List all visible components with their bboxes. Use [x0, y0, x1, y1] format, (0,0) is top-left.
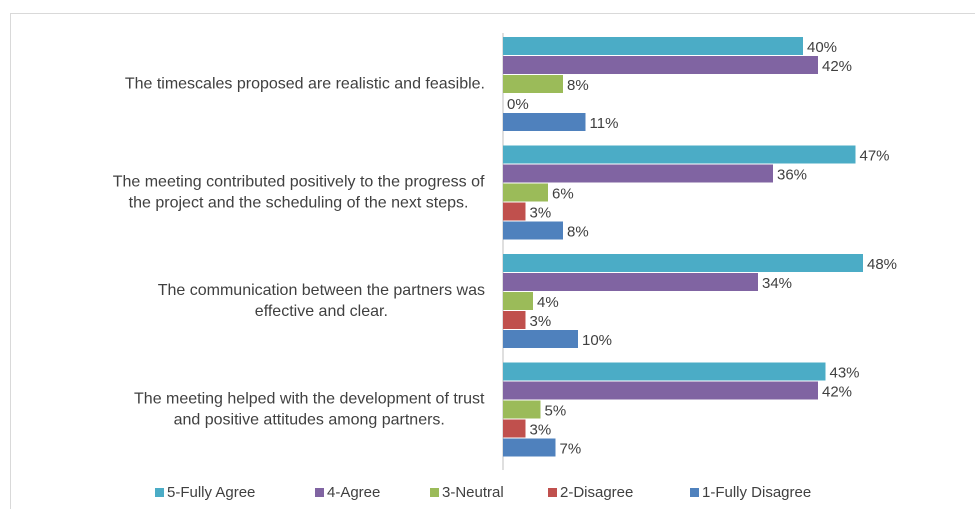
legend-swatch — [430, 488, 439, 497]
bar — [503, 183, 548, 202]
bar — [503, 75, 563, 93]
value-label: 3% — [530, 204, 552, 221]
legend-swatch — [155, 488, 164, 497]
category-label: The meeting contributed positively to th… — [113, 174, 485, 212]
value-label: 7% — [560, 440, 582, 457]
category-label-line: effective and clear. — [255, 303, 388, 320]
bar — [503, 330, 578, 348]
value-label: 10% — [582, 332, 612, 349]
bar — [503, 113, 586, 131]
bar — [503, 273, 758, 291]
category-label-line: the project and the scheduling of the ne… — [129, 195, 469, 212]
category-label-line: The meeting helped with the development … — [134, 391, 485, 408]
value-label: 8% — [567, 223, 589, 240]
bar — [503, 292, 533, 310]
value-label: 3% — [530, 313, 552, 330]
legend-swatch — [315, 488, 324, 497]
bar — [503, 37, 803, 55]
value-label: 0% — [507, 96, 529, 113]
bar — [503, 254, 863, 272]
value-label: 8% — [567, 77, 589, 94]
value-label: 36% — [777, 166, 807, 183]
value-label: 42% — [822, 58, 852, 75]
legend-label: 4-Agree — [327, 484, 380, 501]
bar — [503, 438, 556, 457]
category-label-line: and positive attitudes among partners. — [174, 412, 445, 429]
legend-label: 3-Neutral — [442, 484, 504, 501]
category-label: The timescales proposed are realistic an… — [125, 76, 485, 93]
value-label: 4% — [537, 294, 559, 311]
chart-frame — [10, 13, 975, 509]
legend-swatch — [548, 488, 557, 497]
bar — [503, 145, 856, 164]
category-label-line: The meeting contributed positively to th… — [113, 174, 485, 191]
value-label: 5% — [545, 402, 567, 419]
value-label: 42% — [822, 383, 852, 400]
value-label: 3% — [530, 421, 552, 438]
bar — [503, 400, 541, 419]
category-label: The meeting helped with the development … — [134, 391, 485, 429]
value-label: 34% — [762, 275, 792, 292]
value-label: 47% — [860, 147, 890, 164]
bar — [503, 362, 826, 381]
value-label: 11% — [590, 115, 619, 132]
value-label: 43% — [830, 364, 860, 381]
bar — [503, 419, 526, 438]
legend-swatch — [690, 488, 699, 497]
legend-label: 2-Disagree — [560, 484, 633, 501]
bar — [503, 164, 773, 183]
value-label: 48% — [867, 256, 897, 273]
bar — [503, 202, 526, 221]
category-label: The communication between the partners w… — [158, 282, 485, 320]
legend-label: 1-Fully Disagree — [702, 484, 811, 501]
value-label: 6% — [552, 185, 574, 202]
legend-label: 5-Fully Agree — [167, 484, 255, 501]
bar — [503, 311, 526, 329]
bar — [503, 221, 563, 240]
value-label: 40% — [807, 39, 837, 56]
bar — [503, 381, 818, 400]
category-label-line: The timescales proposed are realistic an… — [125, 76, 485, 93]
category-label-line: The communication between the partners w… — [158, 282, 485, 299]
bar — [503, 56, 818, 74]
